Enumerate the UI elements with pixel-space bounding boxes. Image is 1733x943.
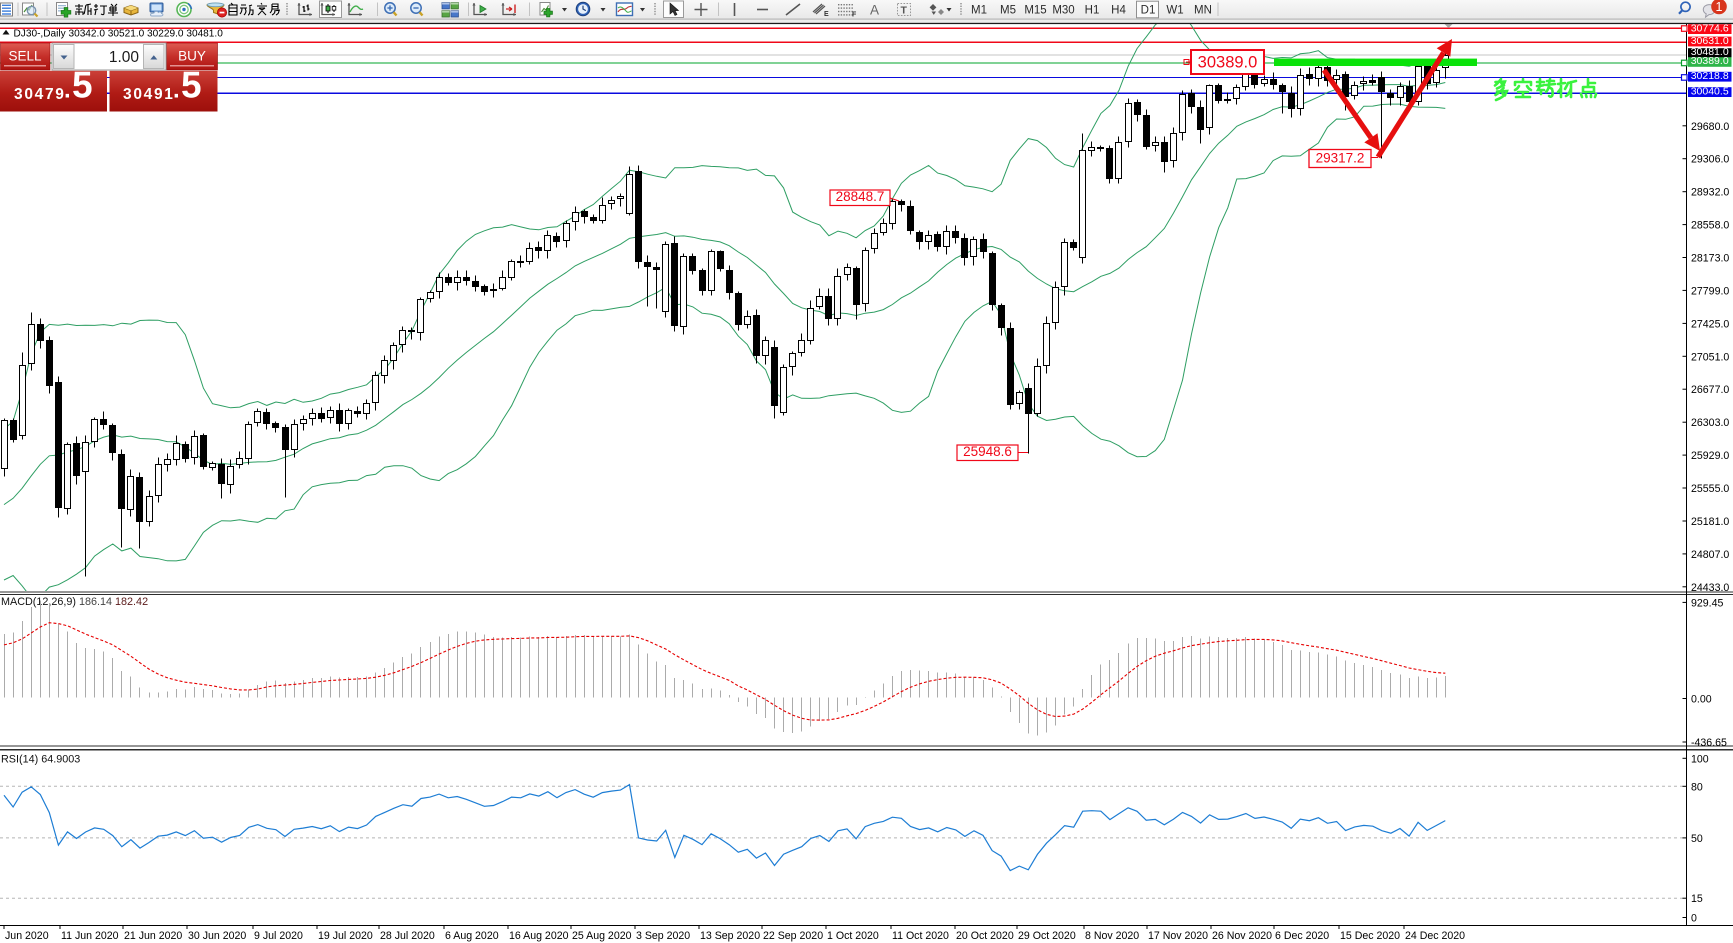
svg-text:28173.0: 28173.0 [1691, 253, 1729, 265]
svg-text:Jun 2020: Jun 2020 [5, 930, 49, 942]
svg-text:30774.6: 30774.6 [1691, 22, 1729, 34]
svg-text:27799.0: 27799.0 [1691, 285, 1729, 297]
svg-text:25181.0: 25181.0 [1691, 516, 1729, 528]
svg-text:28 Jul 2020: 28 Jul 2020 [380, 930, 435, 942]
svg-text:11 Jun 2020: 11 Jun 2020 [61, 930, 119, 942]
svg-text:DJ30-,Daily 30342.0 30521.0 3: DJ30-,Daily 30342.0 30521.0 30229.0 3048… [14, 29, 224, 40]
svg-text:1: 1 [1716, 0, 1723, 14]
svg-text:16 Aug 2020: 16 Aug 2020 [509, 930, 569, 942]
svg-text:15 Dec 2020: 15 Dec 2020 [1340, 930, 1400, 942]
svg-text:28848.7: 28848.7 [836, 189, 885, 204]
svg-text:27051.0: 27051.0 [1691, 351, 1729, 363]
svg-text:30479: 30479 [14, 86, 66, 103]
svg-text:30389.0: 30389.0 [1691, 55, 1729, 67]
svg-text:11 Oct 2020: 11 Oct 2020 [892, 930, 949, 942]
svg-text:9 Jul 2020: 9 Jul 2020 [254, 930, 303, 942]
svg-text:F: F [852, 12, 857, 19]
svg-text:RSI(14) 64.9003: RSI(14) 64.9003 [1, 754, 80, 766]
svg-text:20 Oct 2020: 20 Oct 2020 [956, 930, 1014, 942]
svg-text:1 Oct 2020: 1 Oct 2020 [827, 930, 879, 942]
svg-text:26303.0: 26303.0 [1691, 417, 1729, 429]
svg-text:21 Jun 2020: 21 Jun 2020 [124, 930, 182, 942]
svg-text:3 Sep 2020: 3 Sep 2020 [636, 930, 690, 942]
svg-text:29306.0: 29306.0 [1691, 154, 1729, 166]
svg-text:30389.0: 30389.0 [1198, 53, 1258, 71]
svg-text:17 Nov 2020: 17 Nov 2020 [1148, 930, 1208, 942]
svg-text:5: 5 [72, 65, 93, 106]
svg-text:50: 50 [1691, 833, 1703, 845]
svg-text:.: . [64, 77, 71, 104]
svg-text:29 Oct 2020: 29 Oct 2020 [1018, 930, 1076, 942]
svg-text:-436.65: -436.65 [1691, 737, 1727, 749]
svg-text:22 Sep 2020: 22 Sep 2020 [763, 930, 823, 942]
svg-text:1.00: 1.00 [109, 49, 140, 66]
svg-text:80: 80 [1691, 781, 1703, 793]
svg-text:25948.6: 25948.6 [963, 444, 1012, 459]
svg-text:0: 0 [1691, 913, 1697, 925]
svg-text:H1: H1 [1085, 5, 1100, 17]
svg-text:MACD(12,26,9) 186.14 182.42: MACD(12,26,9) 186.14 182.42 [1, 596, 148, 608]
svg-text:25555.0: 25555.0 [1691, 483, 1729, 495]
svg-text:24433.0: 24433.0 [1691, 582, 1729, 594]
svg-text:T: T [901, 5, 908, 17]
svg-text:929.45: 929.45 [1691, 597, 1724, 609]
svg-text:15: 15 [1691, 893, 1703, 905]
svg-text:30218.8: 30218.8 [1691, 70, 1729, 82]
svg-text:A: A [870, 3, 879, 18]
svg-text:M15: M15 [1024, 5, 1046, 17]
svg-text:24807.0: 24807.0 [1691, 549, 1729, 561]
svg-text:M5: M5 [1000, 5, 1016, 17]
svg-text:H4: H4 [1111, 5, 1126, 17]
svg-text:28558.0: 28558.0 [1691, 220, 1729, 232]
svg-text:26677.0: 26677.0 [1691, 384, 1729, 396]
svg-text:29317.2: 29317.2 [1316, 151, 1365, 166]
svg-text:8 Nov 2020: 8 Nov 2020 [1085, 930, 1139, 942]
svg-text:M1: M1 [971, 5, 987, 17]
svg-text:25929.0: 25929.0 [1691, 450, 1729, 462]
svg-text:29680.0: 29680.0 [1691, 121, 1729, 133]
svg-text:0.00: 0.00 [1691, 694, 1712, 706]
svg-text:27425.0: 27425.0 [1691, 318, 1729, 330]
svg-text:30481.0: 30481.0 [1691, 46, 1729, 58]
svg-text:28932.0: 28932.0 [1691, 187, 1729, 199]
svg-text:25 Aug 2020: 25 Aug 2020 [572, 930, 632, 942]
svg-text:5: 5 [181, 65, 202, 106]
svg-text:30040.5: 30040.5 [1691, 85, 1729, 97]
svg-text:6 Dec 2020: 6 Dec 2020 [1275, 930, 1329, 942]
svg-text:13 Sep 2020: 13 Sep 2020 [700, 930, 760, 942]
svg-text:.: . [173, 77, 180, 104]
svg-text:W1: W1 [1166, 5, 1183, 17]
svg-text:MN: MN [1194, 5, 1212, 17]
svg-text:24 Dec 2020: 24 Dec 2020 [1405, 930, 1465, 942]
svg-text:100: 100 [1691, 753, 1709, 765]
svg-text:D1: D1 [1141, 5, 1156, 17]
svg-text:26 Nov 2020: 26 Nov 2020 [1212, 930, 1272, 942]
svg-text:19 Jul 2020: 19 Jul 2020 [318, 930, 373, 942]
svg-text:30631.0: 30631.0 [1691, 35, 1729, 47]
svg-text:30 Jun 2020: 30 Jun 2020 [188, 930, 246, 942]
svg-text:6 Aug 2020: 6 Aug 2020 [445, 930, 499, 942]
svg-text:BUY: BUY [178, 49, 206, 64]
svg-text:E: E [824, 11, 829, 18]
svg-text:M30: M30 [1052, 5, 1074, 17]
svg-text:SELL: SELL [8, 49, 42, 64]
svg-text:30491: 30491 [123, 86, 175, 103]
